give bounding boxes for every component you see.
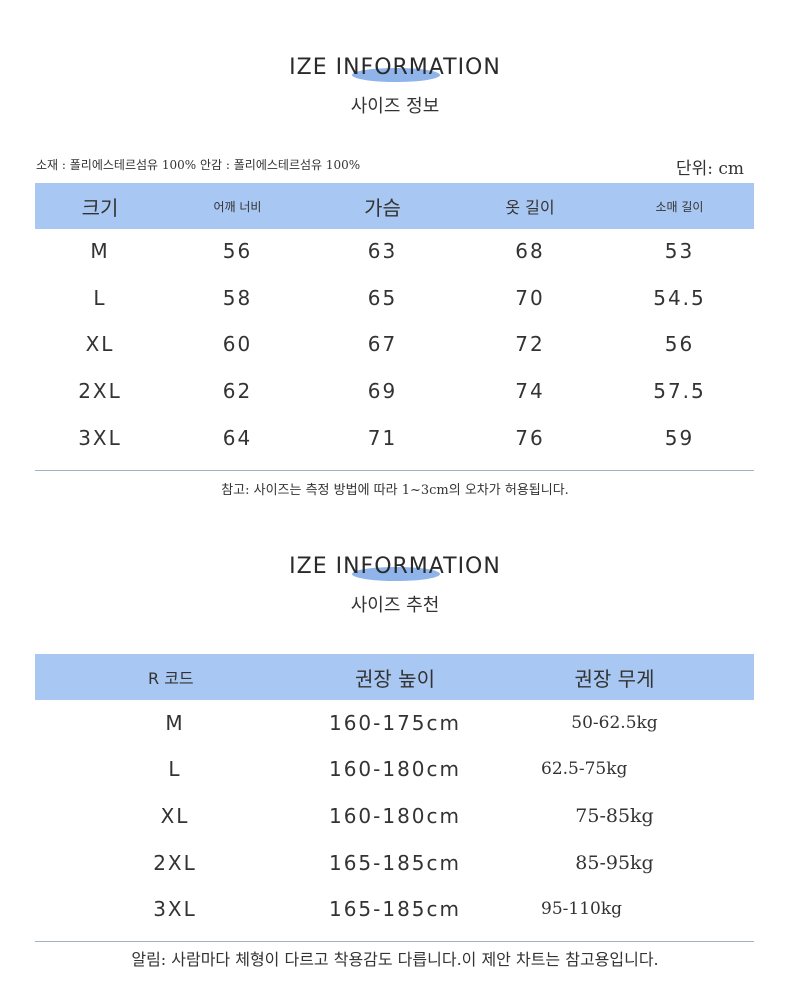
recommend-title-text: IZE INFORMATION bbox=[289, 554, 501, 579]
size-cell: XL bbox=[160, 804, 190, 828]
title-accent-oval bbox=[352, 68, 440, 82]
size-cell: 3XL bbox=[153, 897, 197, 921]
shoulder-cell: 56 bbox=[222, 239, 253, 263]
sleeve-cell: 56 bbox=[664, 332, 695, 356]
recommend-note: 알림: 사람마다 체형이 다르고 착용감도 다릅니다.이 제안 차트는 참고용입… bbox=[131, 950, 659, 969]
recommend-title: IZE INFORMATION bbox=[0, 554, 790, 581]
height-cell: 160-180cm bbox=[328, 757, 462, 781]
table-row: M 56 63 68 53 bbox=[35, 233, 754, 269]
size-cell: 2XL bbox=[153, 851, 197, 875]
length-cell: 70 bbox=[515, 286, 545, 310]
table-row: 2XL 62 69 74 57.5 bbox=[35, 373, 754, 409]
weight-cell: 50-62.5kg bbox=[571, 713, 658, 733]
length-cell: 68 bbox=[515, 239, 545, 263]
chest-cell: 63 bbox=[367, 239, 398, 263]
recommend-subtitle: 사이즈 추천 bbox=[350, 595, 440, 616]
header-shoulder: 어깨 너비 bbox=[213, 199, 262, 214]
weight-cell: 75-85kg bbox=[575, 805, 654, 827]
table-row: XL 60 67 72 56 bbox=[35, 326, 754, 362]
length-cell: 72 bbox=[515, 332, 545, 356]
shoulder-cell: 62 bbox=[222, 379, 253, 403]
shoulder-cell: 60 bbox=[222, 332, 253, 356]
header-chest: 가슴 bbox=[364, 195, 401, 220]
material-text: 소재 : 폴리에스테르섬유 100% 안감 : 폴리에스테르섬유 100% bbox=[36, 158, 361, 172]
table-row: XL 160-180cm 75-85kg bbox=[35, 798, 754, 834]
size-cell: 3XL bbox=[78, 426, 122, 450]
table-divider bbox=[35, 470, 754, 471]
size-cell: M bbox=[165, 711, 185, 735]
sleeve-cell: 59 bbox=[664, 426, 695, 450]
table-row: 3XL 165-185cm 95-110kg bbox=[35, 891, 754, 927]
shoulder-cell: 64 bbox=[222, 426, 253, 450]
unit-label: 단위: cm bbox=[675, 159, 744, 179]
size-table-header: 크기 어깨 너비 가슴 옷 길이 소매 길이 bbox=[35, 183, 754, 229]
size-cell: M bbox=[90, 239, 110, 263]
table-row: L 58 65 70 54.5 bbox=[35, 280, 754, 316]
size-cell: L bbox=[93, 286, 107, 310]
size-info-title-text: IZE INFORMATION bbox=[289, 55, 501, 80]
size-cell: XL bbox=[85, 332, 115, 356]
size-cell: 2XL bbox=[78, 379, 122, 403]
chest-cell: 65 bbox=[367, 286, 398, 310]
table-divider bbox=[35, 941, 754, 942]
table-row: 2XL 165-185cm 85-95kg bbox=[35, 845, 754, 881]
sleeve-cell: 54.5 bbox=[653, 286, 706, 310]
header-length: 옷 길이 bbox=[505, 198, 555, 217]
chest-cell: 71 bbox=[367, 426, 398, 450]
height-cell: 160-180cm bbox=[328, 804, 462, 828]
shoulder-cell: 58 bbox=[222, 286, 253, 310]
header-size: 크기 bbox=[81, 195, 119, 220]
length-cell: 74 bbox=[515, 379, 545, 403]
table-row: 3XL 64 71 76 59 bbox=[35, 420, 754, 456]
chest-cell: 69 bbox=[367, 379, 398, 403]
height-cell: 165-185cm bbox=[328, 851, 462, 875]
length-cell: 76 bbox=[515, 426, 545, 450]
header-sleeve: 소매 길이 bbox=[655, 199, 704, 214]
table-row: M 160-175cm 50-62.5kg bbox=[35, 705, 754, 741]
weight-cell: 62.5-75kg bbox=[541, 759, 628, 779]
weight-cell: 85-95kg bbox=[575, 852, 654, 874]
weight-cell: 95-110kg bbox=[541, 899, 623, 919]
header-height: 권장 높이 bbox=[355, 666, 435, 691]
sleeve-cell: 57.5 bbox=[653, 379, 706, 403]
size-note: 참고: 사이즈는 측정 방법에 따라 1~3cm의 오차가 허용됩니다. bbox=[221, 483, 569, 498]
height-cell: 160-175cm bbox=[328, 711, 462, 735]
size-info-title: IZE INFORMATION bbox=[0, 55, 790, 82]
header-r-code: R 코드 bbox=[148, 669, 194, 688]
recommend-table-header: R 코드 권장 높이 권장 무게 bbox=[35, 654, 754, 700]
size-info-subtitle: 사이즈 정보 bbox=[350, 96, 440, 117]
size-cell: L bbox=[168, 757, 182, 781]
title-accent-oval bbox=[352, 567, 440, 581]
height-cell: 165-185cm bbox=[328, 897, 462, 921]
table-row: L 160-180cm 62.5-75kg bbox=[35, 751, 754, 787]
sleeve-cell: 53 bbox=[664, 239, 695, 263]
header-weight: 권장 무게 bbox=[574, 666, 655, 691]
chest-cell: 67 bbox=[367, 332, 398, 356]
